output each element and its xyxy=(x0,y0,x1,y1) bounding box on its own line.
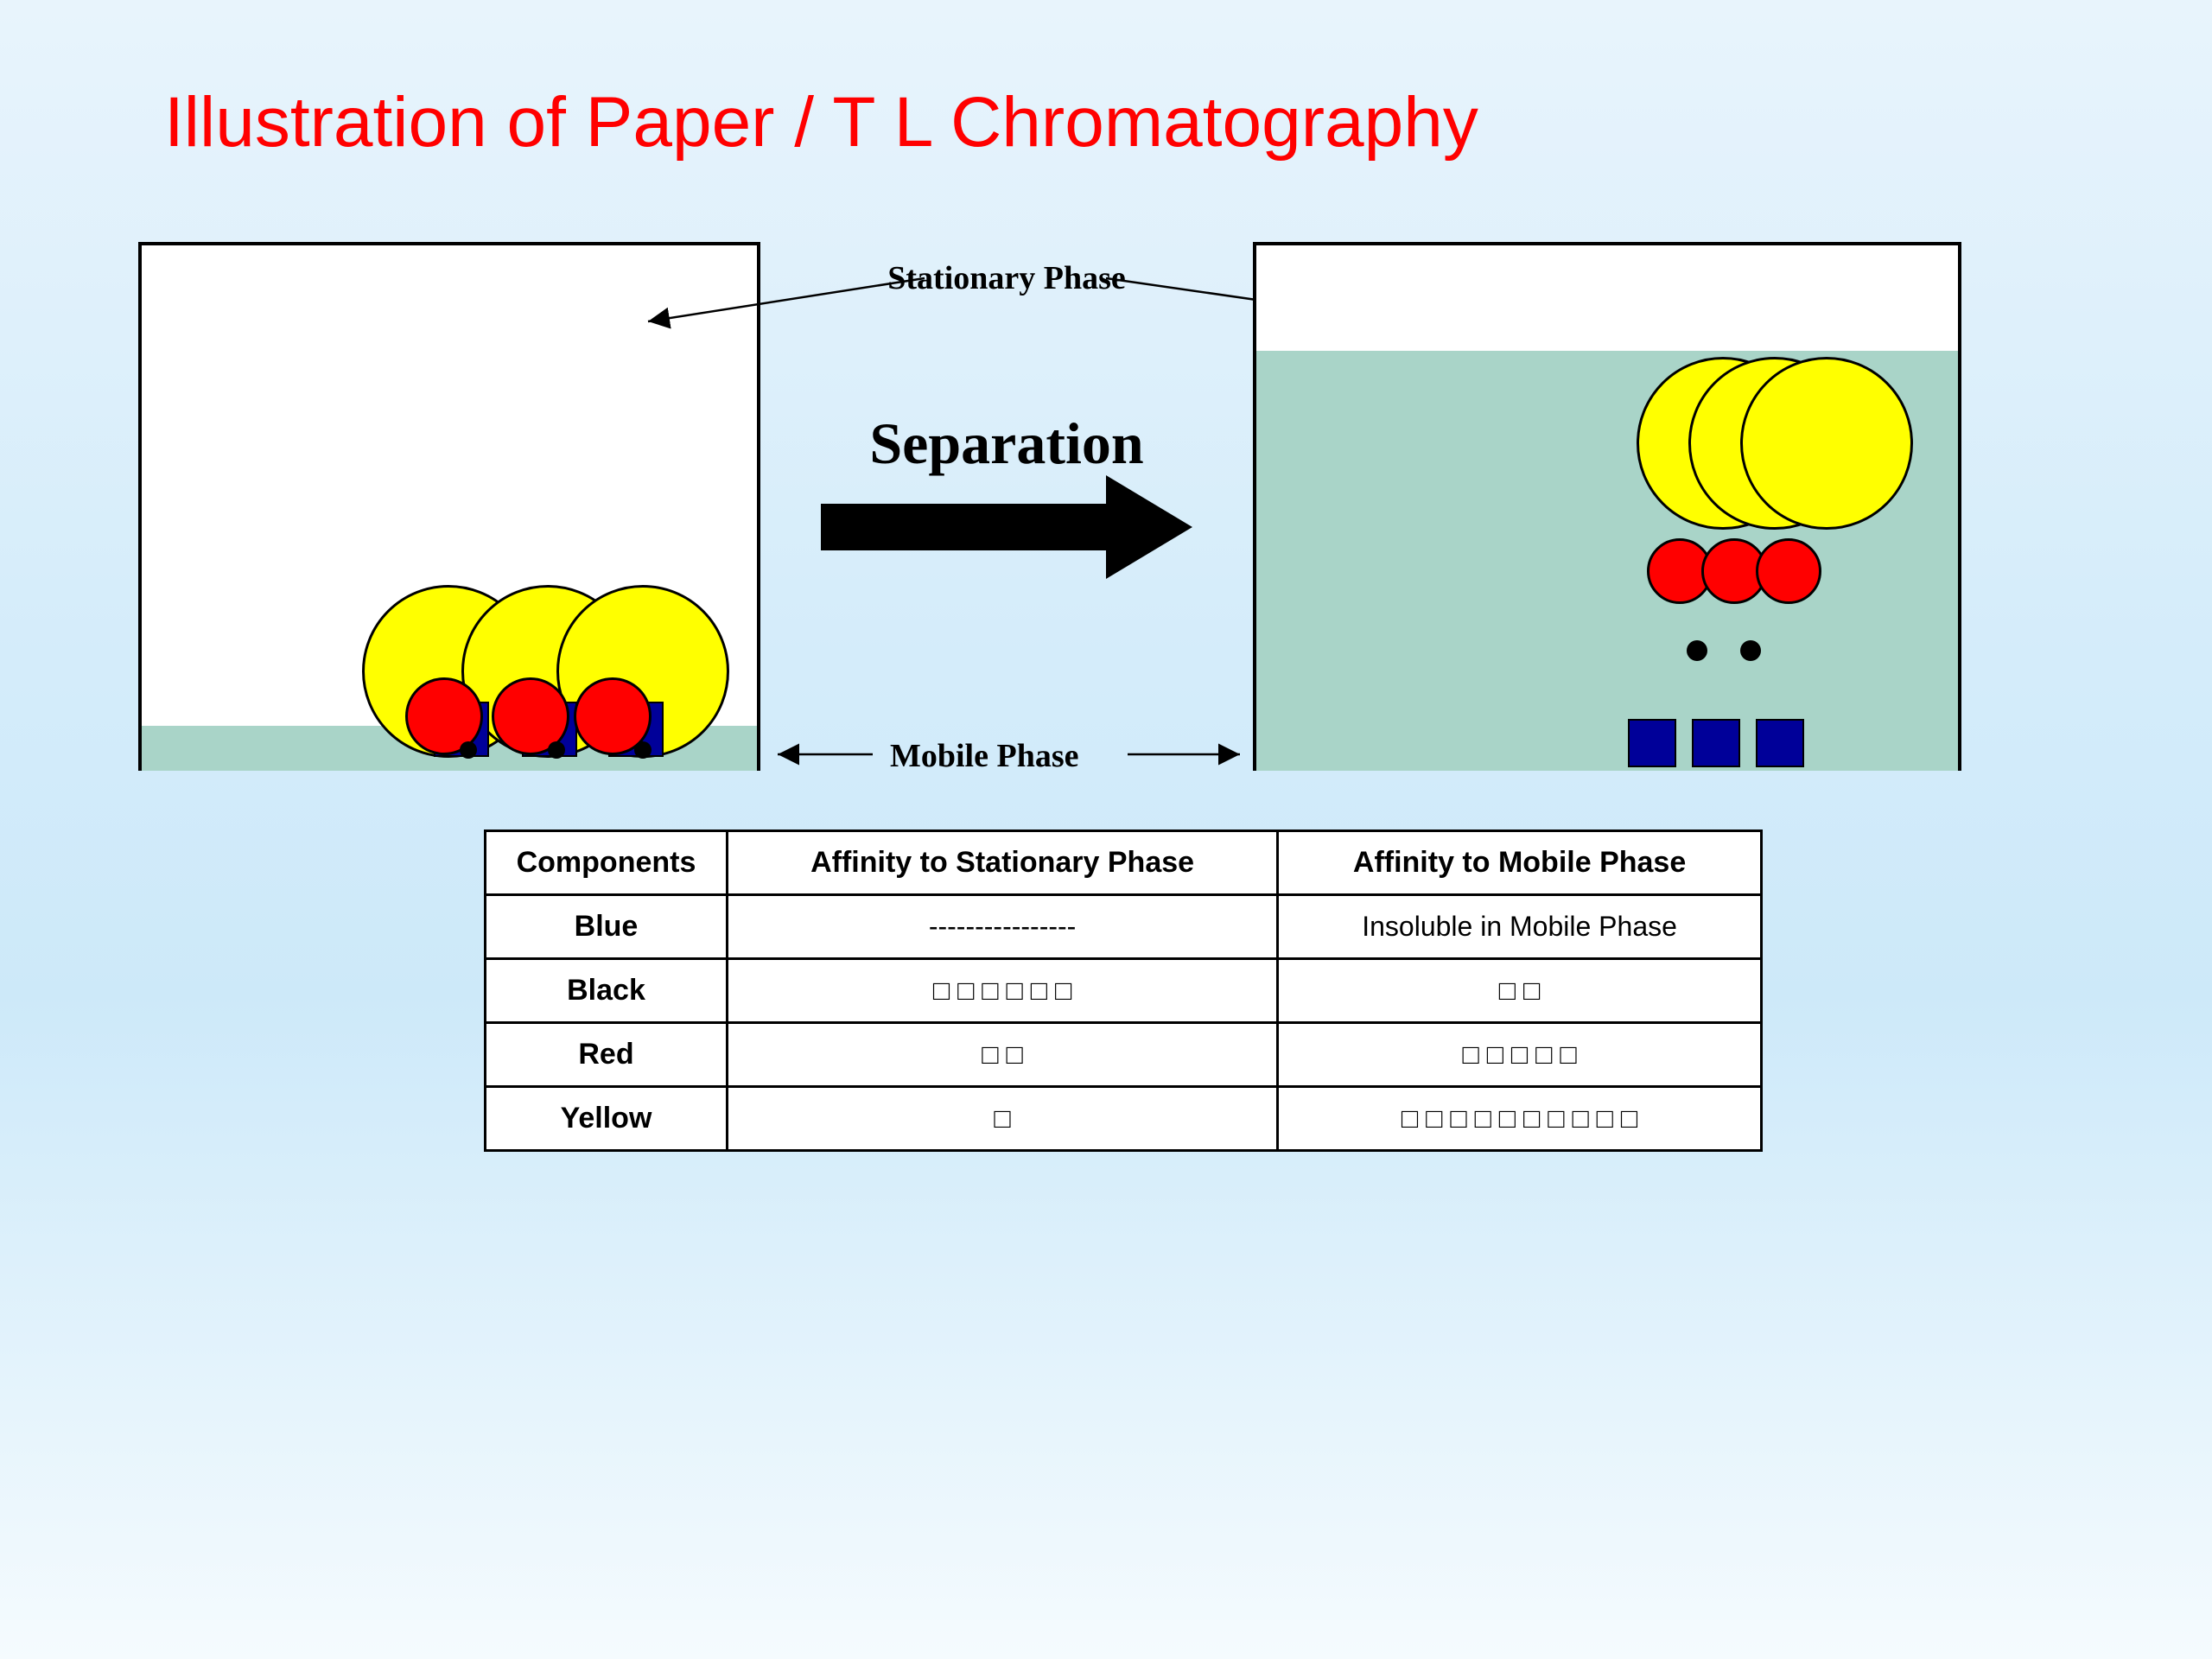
panel-right xyxy=(1253,242,1961,771)
col-mobile: Affinity to Mobile Phase xyxy=(1278,831,1762,895)
cell-mobile: □ □ xyxy=(1278,959,1762,1023)
diagram-container: Stationary Phase Separation Mobile Phase xyxy=(138,242,2039,795)
arrow-mobile-right xyxy=(1119,741,1249,767)
blue-square xyxy=(1756,719,1804,767)
cell-mobile: Insoluble in Mobile Phase xyxy=(1278,895,1762,959)
mobile-phase-label: Mobile Phase xyxy=(890,737,1078,775)
black-dot xyxy=(634,741,652,759)
cell-mobile: □ □ □ □ □ □ □ □ □ □ xyxy=(1278,1087,1762,1151)
table-row: Black □ □ □ □ □ □ □ □ xyxy=(486,959,1762,1023)
affinity-table-wrap: Components Affinity to Stationary Phase … xyxy=(484,830,1763,1152)
cell-mobile: □ □ □ □ □ xyxy=(1278,1023,1762,1087)
table-header-row: Components Affinity to Stationary Phase … xyxy=(486,831,1762,895)
table-row: Yellow □ □ □ □ □ □ □ □ □ □ □ xyxy=(486,1087,1762,1151)
red-circle xyxy=(1756,538,1821,604)
col-stationary: Affinity to Stationary Phase xyxy=(728,831,1278,895)
cell-stationary: □ □ □ □ □ □ xyxy=(728,959,1278,1023)
cell-stationary: □ □ xyxy=(728,1023,1278,1087)
page-title: Illustration of Paper / T L Chromatograp… xyxy=(164,82,1478,163)
cell-component: Blue xyxy=(486,895,728,959)
separation-arrow xyxy=(804,467,1201,588)
blue-square xyxy=(1628,719,1676,767)
arrow-stationary-left xyxy=(631,270,942,356)
cell-stationary: □ xyxy=(728,1087,1278,1151)
black-dot xyxy=(1687,640,1707,661)
black-dot xyxy=(1740,640,1761,661)
cell-component: Black xyxy=(486,959,728,1023)
blue-square xyxy=(1692,719,1740,767)
cell-stationary: ---------------- xyxy=(728,895,1278,959)
yellow-circle xyxy=(1740,357,1913,530)
col-components: Components xyxy=(486,831,728,895)
cell-component: Red xyxy=(486,1023,728,1087)
affinity-table: Components Affinity to Stationary Phase … xyxy=(484,830,1763,1152)
table-row: Blue ---------------- Insoluble in Mobil… xyxy=(486,895,1762,959)
arrow-mobile-left xyxy=(769,741,881,767)
cell-component: Yellow xyxy=(486,1087,728,1151)
table-row: Red □ □ □ □ □ □ □ xyxy=(486,1023,1762,1087)
black-dot xyxy=(460,741,477,759)
black-dot xyxy=(548,741,565,759)
